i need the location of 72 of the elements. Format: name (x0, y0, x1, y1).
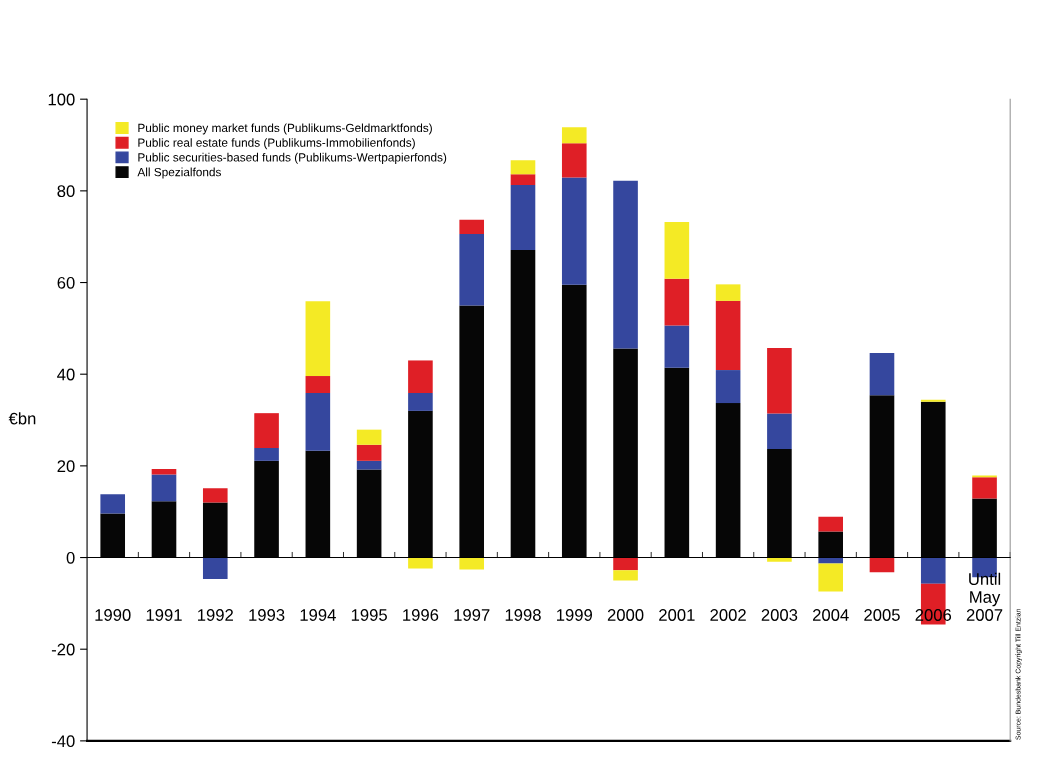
bar (459, 233, 485, 306)
y-tick-label: 20 (57, 460, 75, 473)
bar (972, 477, 997, 499)
x-tick-label: 1999 (557, 609, 593, 621)
bar (408, 557, 433, 569)
bar (715, 284, 741, 301)
y-tick-label: -40 (51, 735, 75, 748)
y-tick-label: -20 (51, 643, 75, 656)
x-tick-label: 1994 (300, 609, 336, 621)
legend-label: All Spezialfonds (137, 167, 221, 179)
bar (459, 219, 485, 234)
bar (869, 557, 895, 573)
bar (510, 174, 536, 185)
bar (510, 160, 536, 175)
bar (561, 177, 587, 285)
bar (459, 557, 485, 570)
bar (664, 278, 690, 326)
bar (305, 301, 331, 377)
bar (613, 180, 638, 349)
y-tick-label: 60 (57, 276, 75, 289)
x-tick-label: 2000 (607, 609, 644, 621)
x-tick-label: 1991 (146, 609, 182, 621)
bar (715, 300, 741, 371)
bar (767, 413, 792, 449)
bar (151, 469, 177, 475)
x-tick-label: 1998 (505, 609, 541, 621)
bar (254, 413, 279, 448)
bar (767, 348, 792, 414)
x-tick-label: 1990 (95, 609, 131, 621)
bar (561, 127, 587, 144)
bar (100, 494, 126, 514)
x-tick-label: 1996 (403, 609, 439, 621)
bar (613, 570, 638, 581)
bar (664, 325, 690, 368)
x-tick-label: 1992 (198, 609, 233, 621)
y-axis-title: €bn (8, 412, 36, 425)
bar (818, 563, 843, 592)
x-tick-label: 2005 (864, 609, 900, 621)
bar (254, 447, 279, 461)
bar (202, 557, 228, 580)
bar (869, 353, 895, 396)
bar (356, 429, 382, 445)
bar (202, 488, 228, 503)
bar (151, 474, 177, 502)
bar (408, 392, 433, 411)
y-tick-label: 100 (48, 93, 75, 106)
bar (561, 143, 587, 178)
legend-label: Public securities-based funds (Publikums-Wertpapierfonds) (138, 152, 447, 164)
bar (356, 460, 382, 470)
bar (510, 184, 536, 250)
bar (920, 557, 946, 584)
bar (356, 444, 382, 461)
bar (818, 516, 843, 532)
x-tick-label: 2004 (812, 609, 849, 621)
bar (408, 360, 433, 393)
bar (613, 557, 638, 571)
legend-label: Public money market funds (Publikums-Geldmarktfonds) (138, 123, 432, 135)
bar (715, 370, 741, 404)
bar (305, 376, 331, 393)
y-tick-label: 40 (57, 368, 75, 381)
x-tick-label: 2001 (659, 609, 695, 621)
x-tick-label: 2003 (761, 609, 798, 621)
bar (664, 222, 690, 279)
x-tick-label: 1997 (454, 609, 490, 621)
legend-label: Public real estate funds (Publikums-Immobilienfonds) (138, 138, 415, 150)
x-tick-label: 1993 (249, 609, 285, 621)
x-tick-label: 1995 (351, 609, 387, 621)
y-tick-label: 80 (57, 185, 75, 198)
bar (767, 557, 792, 562)
y-tick-label: 0 (66, 551, 75, 564)
x-tick-label: 2002 (710, 609, 746, 621)
bar (305, 392, 331, 451)
